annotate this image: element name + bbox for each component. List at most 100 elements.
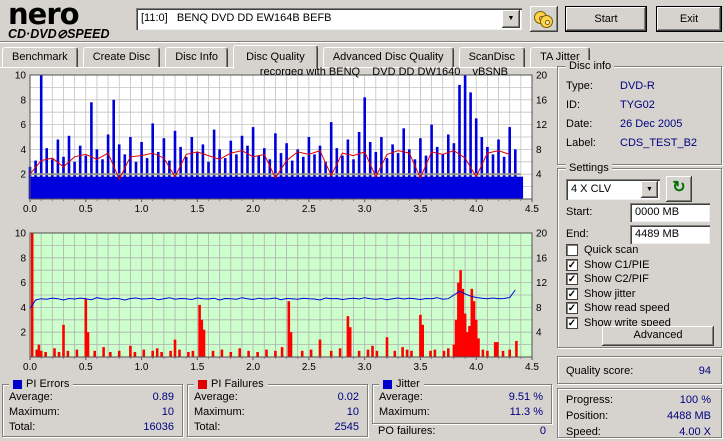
- tab-page-edge: [0, 67, 724, 68]
- pi-failures-swatch: [198, 379, 207, 389]
- checkbox-show-c2-pif[interactable]: ✓ Show C2/PIF: [566, 273, 649, 286]
- svg-text:3.5: 3.5: [413, 204, 427, 214]
- scan-speed-select[interactable]: 4 X CLV ▼: [566, 179, 660, 200]
- jitter-legend: Jitter: [379, 378, 424, 390]
- svg-text:2.0: 2.0: [246, 362, 260, 372]
- progress-panel: Progress: 100 % Position: 4488 MB Speed: 4.…: [557, 388, 722, 438]
- chevron-down-icon[interactable]: ▼: [641, 181, 658, 198]
- pi-errors-legend: PI Errors: [9, 378, 74, 390]
- progress-row: Position: 4488 MB: [566, 410, 711, 422]
- svg-text:4.0: 4.0: [469, 204, 483, 214]
- svg-text:2.0: 2.0: [246, 204, 260, 214]
- svg-text:1.0: 1.0: [135, 204, 149, 214]
- tab-disc-info[interactable]: Disc Info: [165, 47, 229, 67]
- toolbar: nero CD·DVD⊘SPEED [11:0] BENQ DVD DD EW1…: [0, 0, 724, 41]
- svg-text:4: 4: [536, 328, 542, 339]
- refresh-icon: ↻: [672, 179, 686, 196]
- svg-text:4: 4: [536, 170, 542, 181]
- svg-text:0.0: 0.0: [23, 204, 37, 214]
- tab-bar: Benchmark Create Disc Disc Info Disc Qua…: [2, 45, 592, 69]
- tab-benchmark[interactable]: Benchmark: [2, 47, 78, 67]
- svg-text:12: 12: [536, 278, 548, 289]
- tab-disc-quality[interactable]: Disc Quality: [233, 45, 318, 69]
- cdspeed-logo-text: CD·DVD⊘SPEED: [8, 27, 110, 41]
- jitter-swatch: [383, 379, 392, 389]
- end-label: End:: [566, 228, 589, 240]
- po-failures-row: PO failures: 0: [378, 425, 546, 437]
- drive-select-value: [11:0] BENQ DVD DD EW164B BEFB: [141, 12, 332, 24]
- stat-row: Maximum: 10: [194, 406, 359, 418]
- disc-info-row: Label: CDS_TEST_B2: [566, 137, 698, 149]
- tab-scandisc[interactable]: ScanDisc: [458, 47, 526, 67]
- svg-text:1.5: 1.5: [190, 362, 204, 372]
- svg-text:2.5: 2.5: [302, 362, 316, 372]
- start-label: Start:: [566, 206, 593, 218]
- disc-info-title: Disc info: [566, 60, 615, 72]
- stat-row: Total: 16036: [9, 421, 174, 433]
- checkbox-show-read-speed[interactable]: ✓ Show read speed: [566, 302, 670, 315]
- app-logo: nero CD·DVD⊘SPEED: [8, 0, 136, 41]
- svg-text:16: 16: [536, 253, 548, 264]
- disc-info-row: Date: 26 Dec 2005: [566, 118, 683, 130]
- recorded-with-label: recorded with BENQ DVD DD DW1640 vBSNB: [259, 66, 508, 78]
- svg-text:10: 10: [15, 229, 27, 240]
- svg-text:10: 10: [15, 71, 27, 82]
- end-input[interactable]: 4489 MB: [630, 225, 710, 244]
- drive-select[interactable]: [11:0] BENQ DVD DD EW164B BEFB ▼: [136, 8, 522, 30]
- pi-failures-legend: PI Failures: [194, 378, 268, 390]
- svg-text:20: 20: [536, 71, 548, 82]
- checkbox-quick-scan[interactable]: Quick scan: [566, 243, 671, 258]
- svg-text:8: 8: [536, 145, 542, 156]
- advanced-button[interactable]: Advanced: [602, 326, 714, 346]
- settings-title: Settings: [566, 162, 612, 174]
- jitter-panel: Jitter Average: 9.51 % Maximum: 11.3 %: [372, 378, 552, 424]
- start-input[interactable]: 0000 MB: [630, 203, 710, 222]
- stat-row: Average: 0.02: [194, 391, 359, 403]
- svg-text:4.5: 4.5: [525, 362, 539, 372]
- svg-text:1.5: 1.5: [190, 204, 204, 214]
- quality-score-panel: Quality score: 94: [557, 356, 722, 384]
- stat-row: Maximum: 11.3 %: [379, 406, 543, 418]
- chevron-down-icon[interactable]: ▼: [502, 10, 520, 28]
- svg-text:8: 8: [20, 95, 26, 106]
- svg-text:4.0: 4.0: [469, 362, 483, 372]
- disc-info-row: ID: TYG02: [566, 99, 655, 111]
- checkbox-show-c1-pie[interactable]: ✓ Show C1/PIE: [566, 258, 650, 271]
- checkbox-box: ✓: [566, 258, 578, 271]
- pi-errors-swatch: [13, 379, 22, 389]
- stat-row: Maximum: 10: [9, 406, 174, 418]
- svg-text:4: 4: [20, 145, 26, 156]
- checkbox-show-jitter[interactable]: ✓ Show jitter: [566, 287, 636, 300]
- svg-text:20: 20: [536, 229, 548, 240]
- svg-text:2: 2: [20, 328, 26, 339]
- checkbox-box: [566, 244, 578, 257]
- refresh-button[interactable]: ↻: [666, 176, 692, 202]
- svg-text:6: 6: [20, 278, 26, 289]
- disc-icon: ⊘: [56, 27, 68, 41]
- disc-icon: [540, 15, 553, 28]
- disc-info-row: Type: DVD-R: [566, 80, 655, 92]
- svg-text:3.0: 3.0: [358, 362, 372, 372]
- checkbox-show-write-speed[interactable]: ✓ Show write speed: [566, 316, 671, 329]
- quality-score-label: Quality score:: [566, 365, 634, 377]
- tab-create-disc[interactable]: Create Disc: [82, 47, 161, 67]
- progress-row: Progress: 100 %: [566, 394, 711, 406]
- quality-score-value: 94: [698, 365, 711, 377]
- svg-text:4.5: 4.5: [525, 204, 539, 214]
- toolbar-separator: [0, 41, 724, 43]
- stat-row: Average: 9.51 %: [379, 391, 543, 403]
- pi-errors-chart: 10 8 6 4 2 20 16 12 8 4 0.0 0.5 1.0 1.5 2.0 2.5 3.0 3.5 4.…: [15, 71, 548, 215]
- checkbox-box: ✓: [566, 273, 578, 286]
- svg-text:0.5: 0.5: [79, 362, 93, 372]
- svg-text:0.5: 0.5: [79, 204, 93, 214]
- exit-button[interactable]: Exit: [656, 6, 722, 32]
- checkbox-box: ✓: [566, 316, 578, 329]
- tab-advanced-disc-quality[interactable]: Advanced Disc Quality: [322, 47, 454, 67]
- svg-text:1.0: 1.0: [135, 362, 149, 372]
- scan-speed-value: 4 X CLV: [571, 183, 612, 195]
- quality-score-row: Quality score: 94: [558, 363, 721, 379]
- eject-discs-button[interactable]: [530, 6, 558, 32]
- start-button[interactable]: Start: [565, 6, 647, 32]
- svg-text:6: 6: [20, 120, 26, 131]
